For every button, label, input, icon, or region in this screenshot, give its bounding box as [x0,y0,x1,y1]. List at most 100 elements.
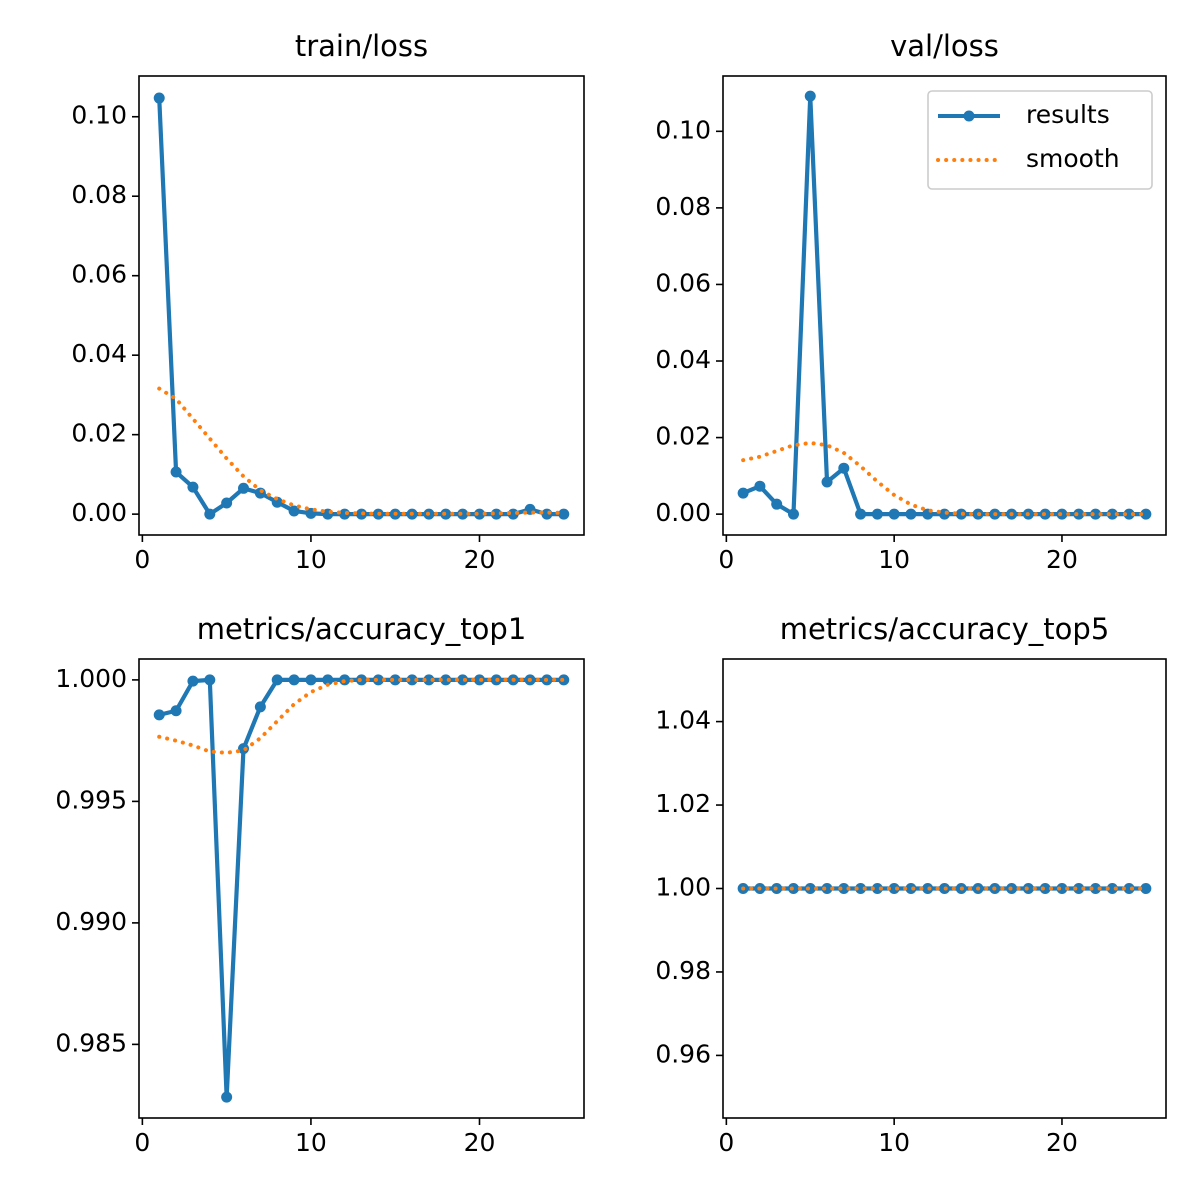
point [905,508,917,520]
point [871,883,883,894]
point [754,480,766,492]
y-tick-label: 0.10 [655,115,711,144]
y-tick-label: 0.00 [71,498,127,527]
subplot: train/loss 0 10 20 0.00 0.02 0.04 0.06 0.08 0.10 [71,29,585,574]
y-tick-label: 0.990 [55,907,127,936]
legend-marker [963,110,975,122]
x-tick-label: 20 [464,545,496,574]
y-tick-label: 0.995 [55,785,127,814]
point [322,674,334,686]
x-tick-label: 0 [134,545,150,574]
subplot-title: train/loss [295,29,428,63]
point [271,674,283,686]
point [305,674,317,686]
point [1056,883,1068,894]
axes-frame [722,658,1167,1119]
smooth-line [741,440,1148,517]
point [457,674,469,686]
point [288,674,300,686]
smooth-line [157,386,566,516]
point [389,674,401,686]
axes-frame [722,75,1167,536]
point [170,466,182,478]
y-tick-label: 0.08 [655,192,711,221]
point [558,508,570,520]
point [1073,883,1085,894]
point [440,674,452,686]
point [804,883,816,894]
point [771,498,783,510]
point [187,481,199,493]
y-tick-label: 1.04 [655,706,711,735]
point [838,883,850,894]
point [821,476,833,488]
smooth-line [157,677,566,755]
point [288,505,300,517]
point [423,674,435,686]
y-tick-label: 0.98 [655,956,711,985]
point [153,709,165,721]
subplot: metrics/accuracy_top5 0 10 20 0.96 0.98 1.00 1.… [655,612,1167,1157]
point [490,508,502,520]
point [221,497,233,509]
point [1123,508,1135,520]
point [221,1091,233,1103]
point [170,705,182,717]
point [737,487,749,499]
point [855,508,867,520]
x-tick-label: 20 [464,1128,496,1157]
point [871,508,883,520]
y-tick-label: 0.04 [71,339,127,368]
legend-label: results [1026,100,1110,129]
legend: results smooth [927,90,1153,190]
point [1106,883,1118,894]
x-tick-label: 10 [295,545,327,574]
subplot-title: metrics/accuracy_top5 [780,612,1110,646]
x-tick-label: 0 [718,1128,734,1157]
subplot-title: metrics/accuracy_top1 [197,612,527,646]
y-tick-label: 0.04 [655,345,711,374]
y-tick-label: 0.10 [71,101,127,130]
x-tick-label: 20 [1046,1128,1078,1157]
y-tick-label: 0.06 [655,268,711,297]
point [1039,883,1051,894]
axes-frame [138,658,585,1119]
point [888,883,900,894]
point [1090,508,1102,520]
y-tick-label: 0.08 [71,180,127,209]
point [855,883,867,894]
y-tick-label: 0.00 [655,498,711,527]
axes-frame [138,75,585,536]
x-tick-label: 20 [1046,545,1078,574]
point [1073,508,1085,520]
x-tick-label: 0 [718,545,734,574]
legend-label: smooth [1026,144,1120,173]
point [457,508,469,520]
subplot: val/loss 0 10 20 0.00 0.02 0.04 0.06 0.08 0.10 res… [655,29,1167,574]
point [406,674,418,686]
point [787,508,799,520]
subplot-title: val/loss [890,29,999,63]
point [187,675,199,687]
point [204,674,216,686]
point [821,883,833,894]
point [238,482,250,494]
point [254,701,266,713]
x-tick-label: 10 [878,1128,910,1157]
point [473,508,485,520]
point [905,883,917,894]
y-tick-label: 0.02 [71,419,127,448]
point [1140,508,1152,520]
subplot: metrics/accuracy_top1 0 10 20 0.985 0.990 0.99… [55,612,585,1157]
y-tick-label: 0.06 [71,260,127,289]
point [153,92,165,104]
point [1123,883,1135,894]
point [838,462,850,474]
y-tick-label: 1.00 [655,873,711,902]
x-tick-label: 10 [878,545,910,574]
point [1106,508,1118,520]
y-tick-label: 0.96 [655,1039,711,1068]
x-tick-label: 0 [134,1128,150,1157]
